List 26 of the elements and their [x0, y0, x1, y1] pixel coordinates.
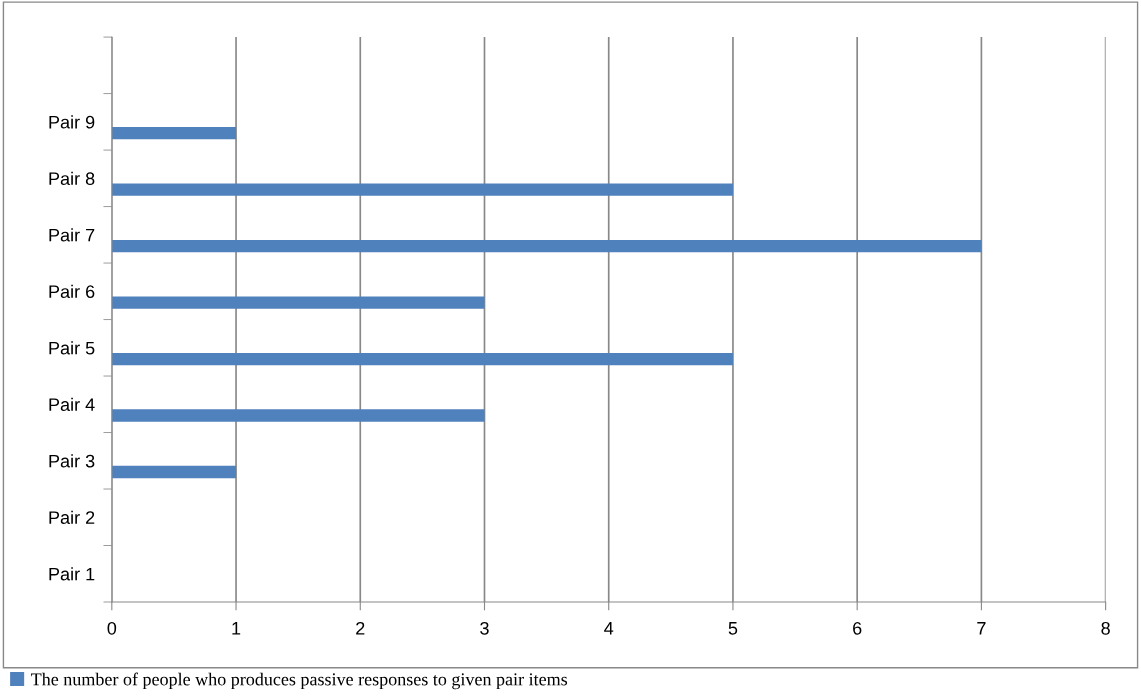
legend-label: The number of people who produces passive responses to given pair items [31, 672, 568, 690]
x-tick-label: 5 [728, 622, 738, 635]
y-tick-label: Pair 5 [49, 341, 95, 355]
bar [111, 296, 485, 309]
bar [111, 352, 733, 366]
y-tick-label: Pair 6 [49, 284, 95, 299]
bar [111, 465, 237, 479]
bar [111, 126, 237, 140]
y-tick-label: Pair 4 [49, 397, 95, 412]
x-tick-label: 2 [356, 621, 365, 635]
x-tick-label: 3 [480, 621, 489, 635]
x-tick-label: 1 [232, 622, 241, 635]
y-tick-label: Pair 8 [49, 171, 95, 186]
x-tick-label: 6 [853, 621, 862, 635]
y-tick-label: Pair 3 [49, 454, 95, 468]
bar [111, 409, 485, 422]
y-tick-label: Pair 2 [49, 510, 95, 524]
x-tick-label: 4 [604, 622, 614, 635]
y-tick-label: Pair 7 [49, 228, 95, 242]
bar [111, 239, 982, 253]
x-tick-label: 7 [977, 622, 986, 635]
y-tick-label: Pair 9 [49, 115, 95, 129]
x-tick-label: 0 [107, 621, 117, 635]
y-tick-label: Pair 1 [49, 567, 95, 581]
x-tick-label: 8 [1101, 621, 1110, 635]
bar [111, 183, 733, 196]
